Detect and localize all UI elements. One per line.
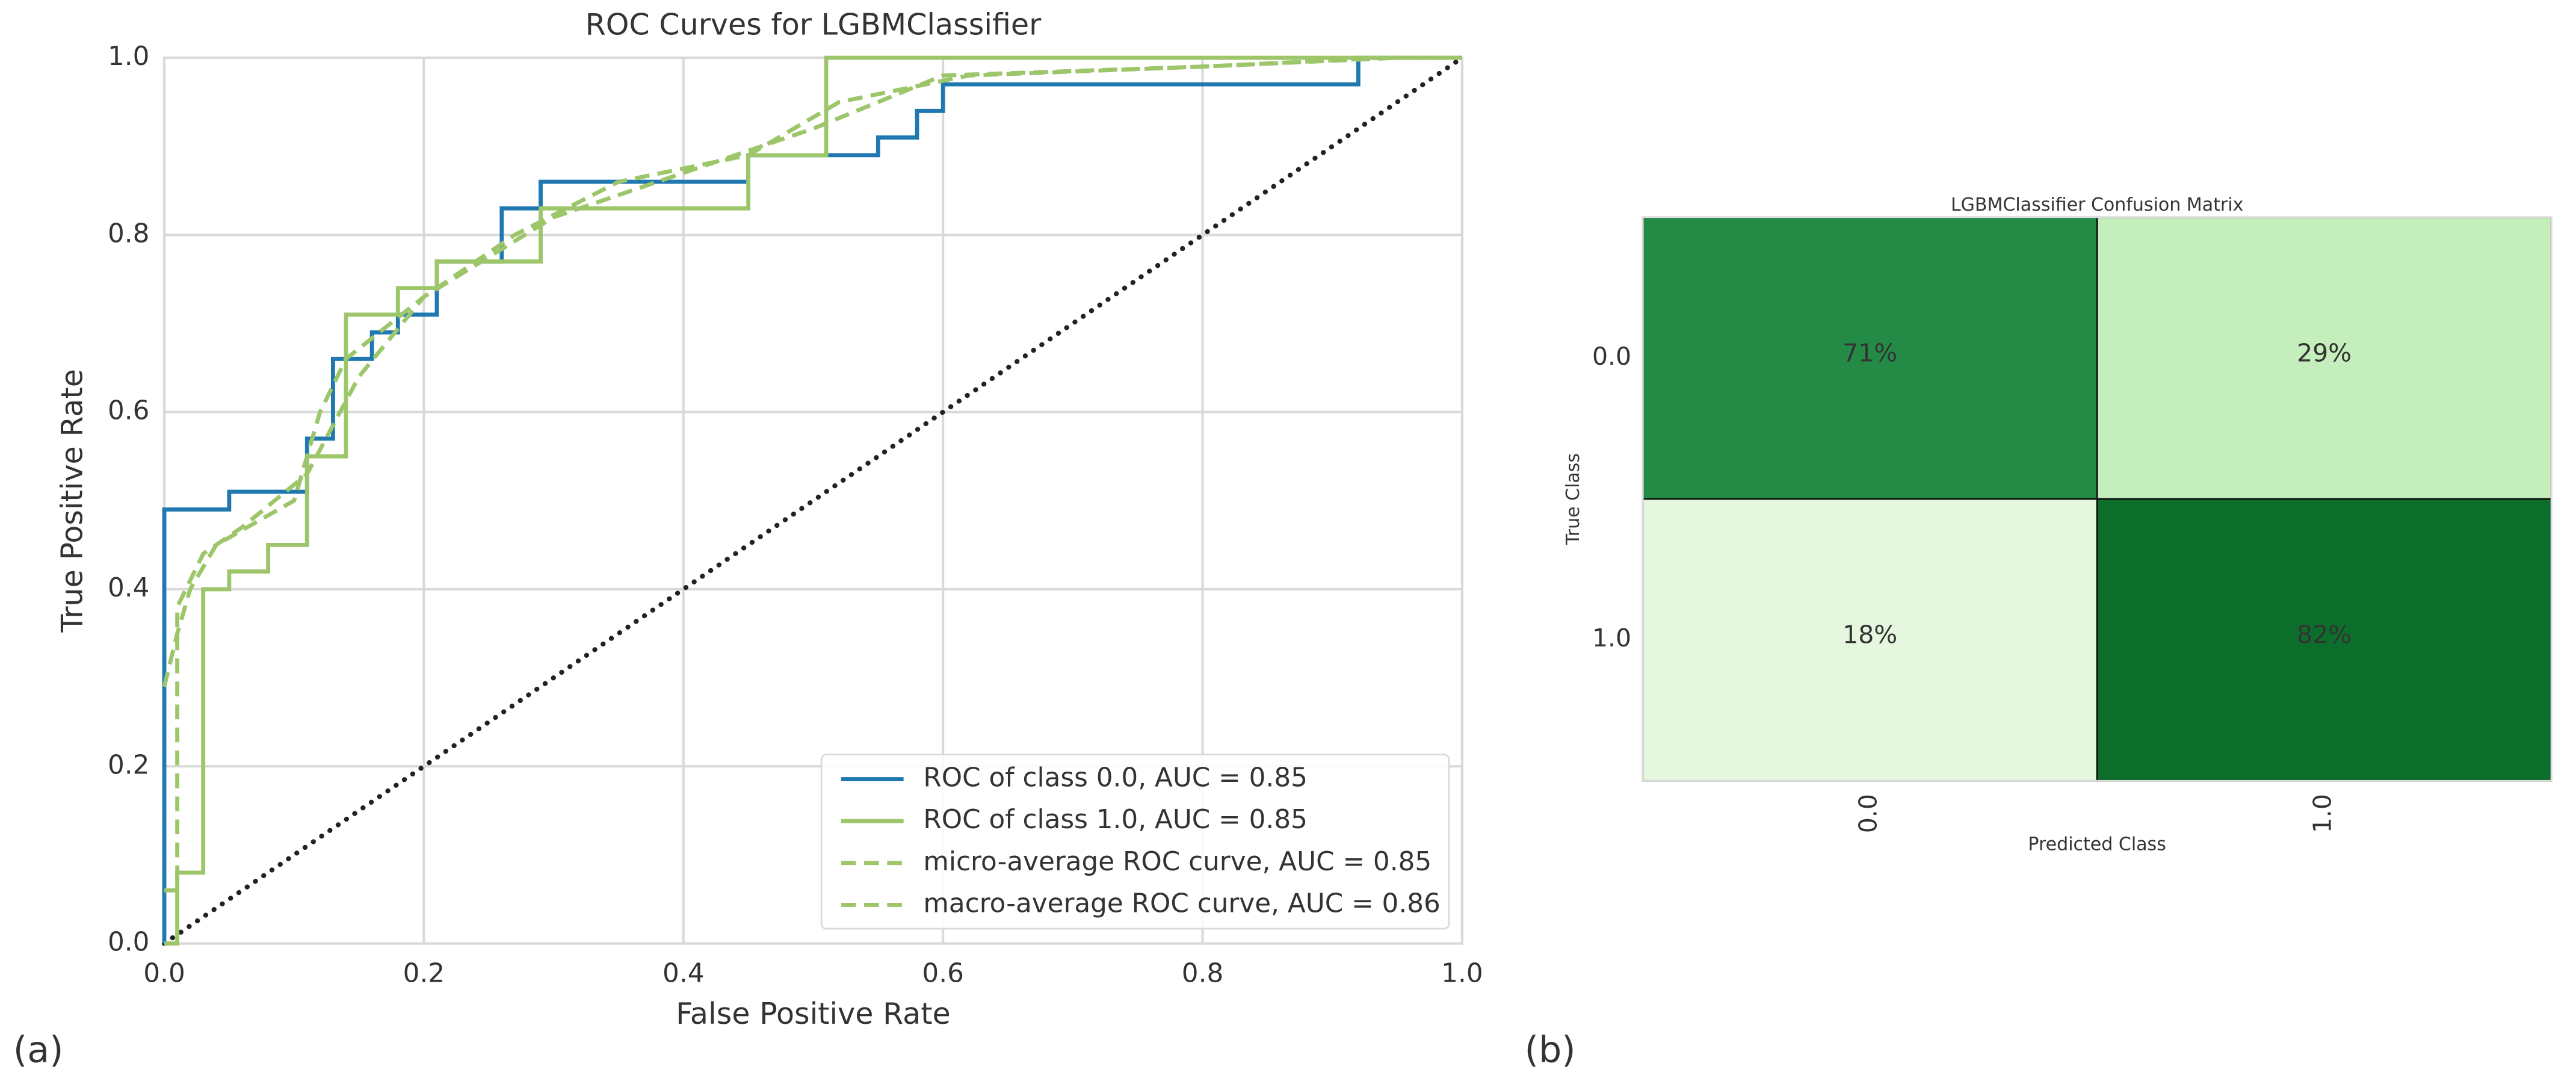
roc-curve — [164, 55, 1462, 946]
x-tick-label: 0.0 — [143, 958, 185, 988]
x-tick-label: 0.4 — [663, 958, 704, 988]
legend-label: macro-average ROC curve, AUC = 0.86 — [923, 888, 1440, 918]
y-tick-label: 0.8 — [108, 218, 149, 249]
y-tick-label: 0.0 — [108, 927, 149, 958]
x-tick-label: 0.8 — [1182, 958, 1223, 988]
chart-title: LGBMClassifier Confusion Matrix — [1951, 194, 2243, 215]
legend-label: ROC of class 1.0, AUC = 0.85 — [923, 804, 1308, 835]
legend-label: ROC of class 0.0, AUC = 0.85 — [923, 763, 1308, 793]
panel-label: (b) — [1525, 1029, 1576, 1071]
legend-box — [820, 754, 1450, 930]
cell-label: 18% — [1842, 621, 1897, 649]
chart-title: ROC Curves for LGBMClassifier — [585, 7, 1042, 42]
cell-label: 29% — [2297, 338, 2352, 367]
panel-label: (a) — [13, 1029, 64, 1071]
y-tick-label: 0.2 — [108, 749, 149, 780]
x-tick-label: 1.0 — [1441, 958, 1483, 988]
y-tick-label: 0.4 — [108, 572, 149, 603]
x-tick-label: 0.6 — [922, 958, 963, 988]
x-tick-label: 0.0 — [1854, 794, 1883, 833]
legend-label: micro-average ROC curve, AUC = 0.85 — [923, 846, 1432, 877]
matrix-cell — [1642, 498, 2098, 782]
x-axis-label: False Positive Rate — [676, 996, 951, 1031]
y-axis-label: True Class — [1563, 453, 1584, 545]
y-tick-label: 0.0 — [1592, 342, 1631, 371]
x-tick-label: 1.0 — [2308, 794, 2337, 833]
x-axis-label: Predicted Class — [2028, 834, 2166, 855]
y-tick-label: 1.0 — [108, 41, 149, 72]
reference-diagonal — [161, 55, 1465, 946]
cell-label: 71% — [1842, 338, 1897, 367]
y-tick-label: 0.6 — [108, 395, 149, 426]
matrix-cell — [2096, 498, 2553, 782]
cell-label: 82% — [2297, 621, 2352, 649]
roc-curve — [164, 55, 1462, 893]
x-tick-label: 0.2 — [403, 958, 445, 988]
y-tick-label: 1.0 — [1592, 624, 1631, 652]
y-axis-label: True Positive Rate — [54, 369, 89, 633]
matrix-border — [1642, 216, 2553, 782]
matrix-cell — [2096, 216, 2553, 500]
